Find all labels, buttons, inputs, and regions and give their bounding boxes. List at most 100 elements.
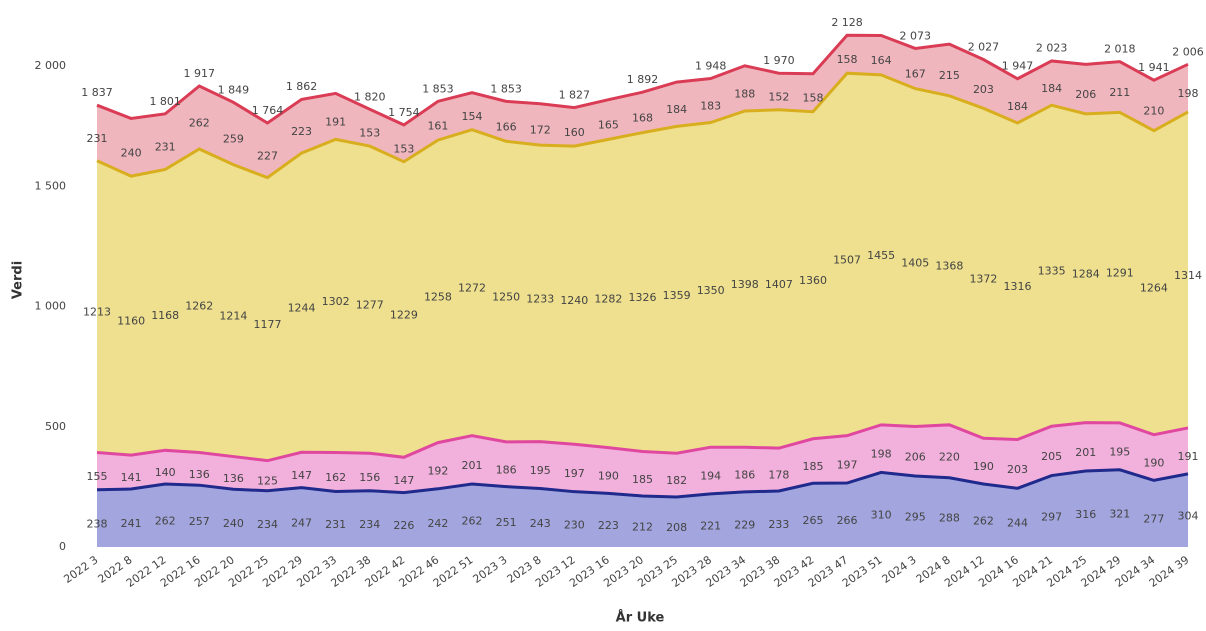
total-label: 1 853 [490,82,522,95]
data-label: 1272 [458,282,486,295]
total-label: 2 018 [1104,43,1136,56]
data-label: 241 [121,517,142,530]
total-label: 1 862 [286,80,318,93]
data-label: 164 [871,54,892,67]
data-label: 229 [734,518,755,531]
data-label: 183 [700,100,721,113]
total-label: 2 073 [900,29,932,42]
data-label: 191 [325,115,346,128]
x-axis-title: År Uke [616,610,665,626]
data-label: 1398 [731,278,759,291]
data-label: 262 [189,116,210,129]
area-line [96,71,1189,180]
data-label: 1244 [288,302,316,315]
x-tick-label: 2022 3 [61,553,100,586]
data-label: 156 [359,471,380,484]
total-label: 1 941 [1138,61,1170,74]
data-label: 188 [734,87,755,100]
data-label: 190 [598,470,619,483]
data-label: 1240 [560,294,588,307]
data-label: 244 [1007,517,1028,530]
total-label: 2 128 [831,16,863,29]
total-label: 2 027 [968,41,1000,54]
data-label: 153 [359,127,380,140]
data-label: 231 [87,132,108,145]
data-label: 136 [223,472,244,485]
total-label: 1 754 [388,106,420,119]
data-label: 197 [837,458,858,471]
data-label: 1177 [253,318,281,331]
total-label: 1 801 [149,95,181,108]
data-label: 195 [1109,445,1130,458]
data-label: 160 [564,126,585,139]
data-label: 154 [462,110,483,123]
data-label: 1213 [83,306,111,319]
data-label: 211 [1109,86,1130,99]
data-label: 184 [1041,82,1062,95]
data-label: 197 [564,467,585,480]
data-label: 1335 [1038,265,1066,278]
data-label: 226 [393,519,414,532]
y-tick-label: 1 000 [35,300,67,313]
y-tick-label: 500 [45,420,66,433]
data-label: 1359 [663,289,691,302]
data-label: 178 [768,469,789,482]
data-label: 212 [632,521,653,534]
data-label: 262 [462,514,483,527]
data-label: 155 [87,470,108,483]
x-tick-label: 2024 3 [880,553,919,586]
data-label: 262 [155,514,176,527]
data-label: 265 [802,514,823,527]
data-label: 198 [871,448,892,461]
data-label: 1326 [629,291,657,304]
total-label: 1 820 [354,90,386,103]
data-label: 147 [291,469,312,482]
data-label: 182 [666,474,687,487]
total-label: 2 023 [1036,41,1068,54]
data-label: 243 [530,517,551,530]
data-label: 316 [1075,508,1096,521]
data-label: 205 [1041,450,1062,463]
data-label: 1277 [356,299,384,312]
data-label: 1405 [901,257,929,270]
data-label: 221 [700,519,721,532]
x-tick-label: 2023 3 [471,553,510,586]
data-label: 195 [530,464,551,477]
y-axis-title: Verdi [11,261,26,299]
data-label: 186 [734,469,755,482]
data-label: 266 [837,514,858,527]
data-label: 210 [1143,104,1164,117]
data-label: 198 [1178,87,1199,100]
data-label: 310 [871,509,892,522]
total-label: 1 917 [184,67,216,80]
data-label: 1316 [1004,280,1032,293]
data-label: 1314 [1174,269,1202,282]
data-label: 1264 [1140,282,1168,295]
data-label: 190 [973,460,994,473]
data-label: 168 [632,111,653,124]
data-label: 206 [1075,88,1096,101]
data-label: 1262 [185,300,213,313]
data-label: 185 [802,460,823,473]
data-label: 242 [427,517,448,530]
total-label: 1 970 [763,54,795,67]
data-label: 238 [87,517,108,530]
data-label: 240 [223,517,244,530]
data-label: 1302 [322,295,350,308]
total-label: 1 947 [1002,60,1034,73]
data-label: 140 [155,466,176,479]
data-label: 295 [905,511,926,524]
total-label: 1 764 [252,104,284,117]
area-line [96,468,1189,499]
data-label: 136 [189,468,210,481]
total-label: 1 849 [218,83,250,96]
data-label: 262 [973,514,994,527]
data-label: 1284 [1072,267,1100,280]
data-label: 158 [837,53,858,66]
total-label: 1 837 [81,86,113,99]
data-label: 1291 [1106,267,1134,280]
data-label: 190 [1143,457,1164,470]
data-label: 153 [393,142,414,155]
data-label: 1250 [492,291,520,304]
data-label: 203 [1007,463,1028,476]
